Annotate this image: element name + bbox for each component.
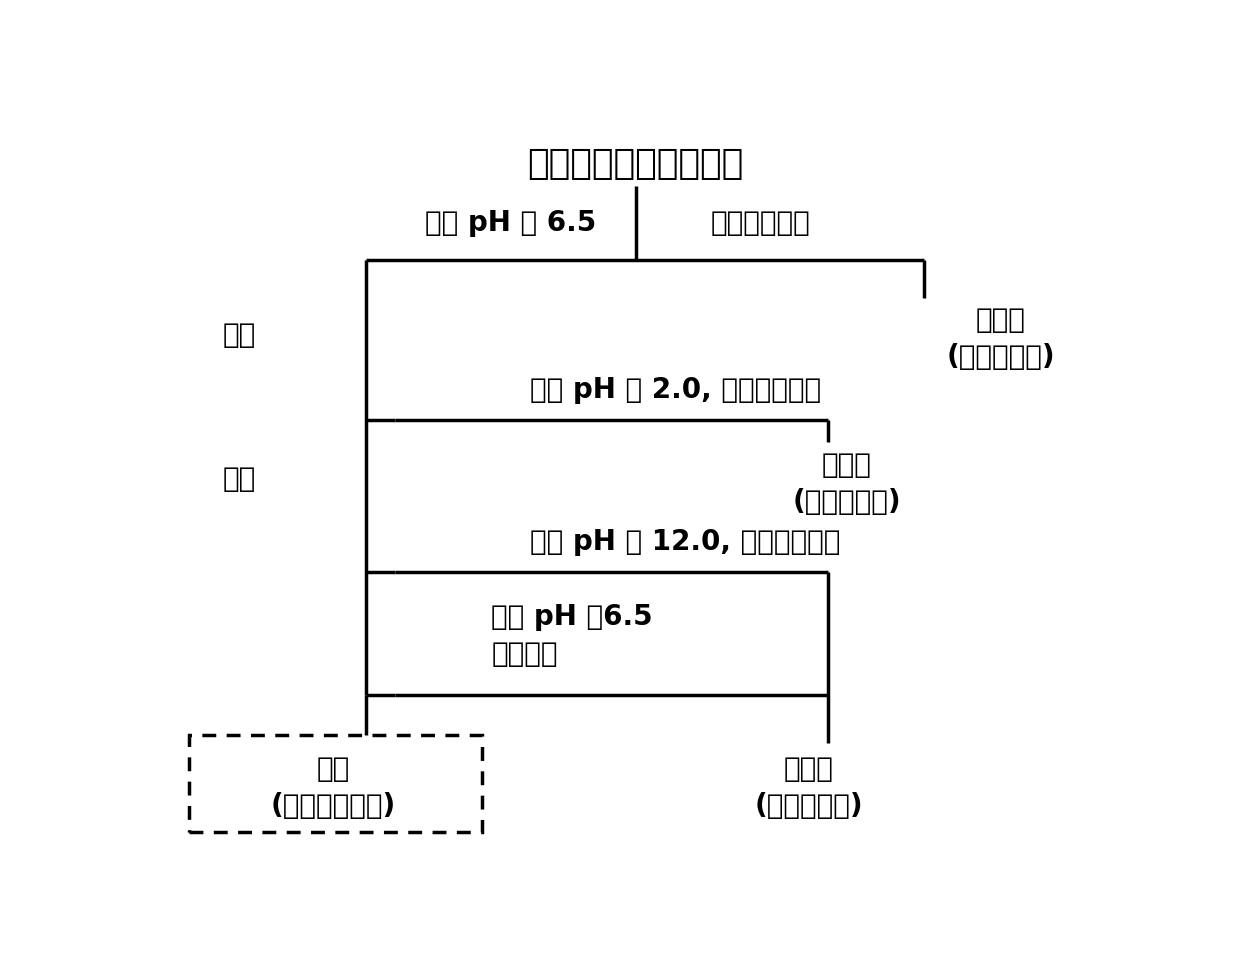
Text: 调节 pH 至 12.0, 乙酸乙酯萃取: 调节 pH 至 12.0, 乙酸乙酯萃取	[529, 528, 841, 556]
Text: 乙酸乙酯萃取: 乙酸乙酯萃取	[711, 209, 810, 237]
Text: 有机相
(中性提取物): 有机相 (中性提取物)	[946, 306, 1055, 371]
Text: 有机相
(碱性提取物): 有机相 (碱性提取物)	[754, 755, 863, 819]
Text: 调节 pH 至6.5
冷冻干燥: 调节 pH 至6.5 冷冻干燥	[491, 602, 653, 668]
Text: 水相
(水溶性提取物): 水相 (水溶性提取物)	[270, 755, 396, 819]
Text: 调节 pH 至 6.5: 调节 pH 至 6.5	[425, 209, 596, 237]
Text: 有机相
(酸性提取物): 有机相 (酸性提取物)	[792, 451, 901, 516]
Text: 调节 pH 至 2.0, 乙酸乙酯萃取: 调节 pH 至 2.0, 乙酸乙酯萃取	[529, 376, 821, 404]
Text: 紫背浮萍提取物总组分: 紫背浮萍提取物总组分	[527, 147, 744, 181]
Text: 水相: 水相	[222, 321, 255, 349]
Text: 水相: 水相	[222, 466, 255, 494]
